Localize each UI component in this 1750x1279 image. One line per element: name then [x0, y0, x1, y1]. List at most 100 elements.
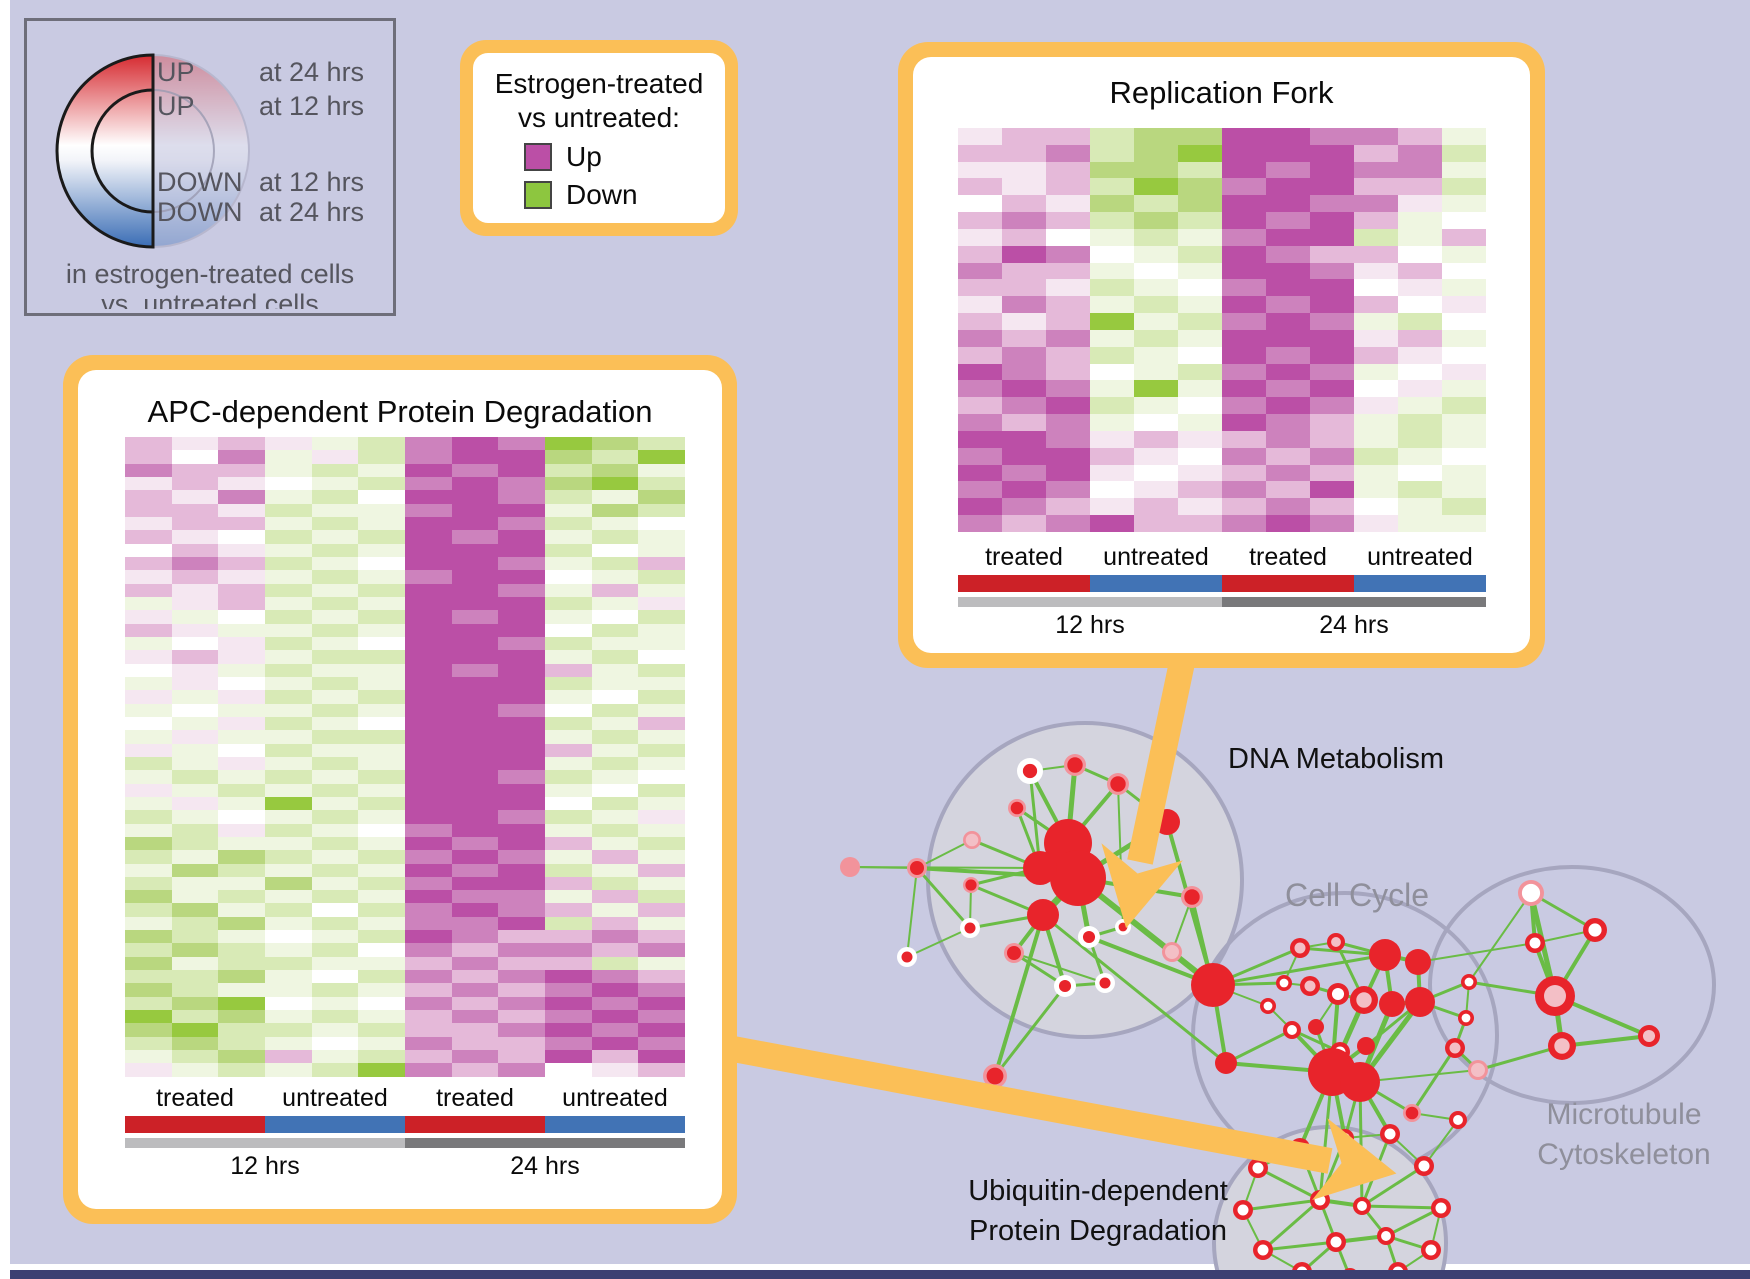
heatmap-cell	[638, 503, 686, 517]
heatmap-cell	[358, 583, 406, 597]
heatmap-cell	[498, 916, 546, 931]
heatmap-cell	[218, 556, 266, 571]
heatmap-cell	[1310, 313, 1354, 330]
network-node	[1377, 1227, 1395, 1245]
heatmap-cell	[405, 596, 452, 611]
heatmap-cell	[1090, 380, 1134, 398]
heatmap-cell	[358, 570, 406, 584]
heatmap-cell	[545, 903, 592, 917]
heatmap-cell	[591, 743, 639, 757]
heatmap-cell	[265, 770, 312, 784]
heatmap-cell	[1222, 346, 1266, 364]
heatmap-cell	[1222, 363, 1266, 381]
heatmap-cell	[358, 1063, 406, 1077]
heatmap-cell	[498, 970, 546, 984]
heatmap-cell	[405, 716, 452, 731]
heatmap-cell	[545, 1063, 592, 1077]
heatmap-cell	[545, 836, 592, 851]
network-node	[1308, 1019, 1324, 1035]
heatmap-cell	[1178, 245, 1222, 263]
heatmap-row	[125, 916, 686, 931]
heatmap-cell	[451, 676, 499, 691]
heatmap-cell	[958, 128, 1002, 145]
heatmap-cell	[171, 503, 219, 517]
heatmap-cell	[171, 996, 219, 1011]
heatmap-cell	[1134, 515, 1178, 532]
heatmap-cell	[1398, 363, 1442, 381]
heatmap-cell	[1002, 430, 1046, 448]
heatmap-cell	[498, 583, 546, 597]
group-label: untreated	[282, 1084, 388, 1112]
heatmap-cell	[265, 823, 312, 837]
heatmap-row	[125, 1036, 686, 1051]
heatmap-cell	[265, 570, 312, 584]
heatmap-cell	[498, 676, 546, 691]
heatmap-cell	[311, 490, 359, 504]
heatmap-cell	[1354, 313, 1398, 330]
heatmap-cell	[311, 743, 359, 757]
heatmap-cell	[125, 476, 172, 491]
heatmap-cell	[218, 916, 266, 931]
heatmap-cell	[591, 783, 639, 797]
heatmap-cell	[125, 650, 172, 664]
heatmap-cell	[1442, 363, 1486, 381]
network-edge	[993, 984, 1067, 1078]
arrow-apc-to-ubiquitin	[725, 1035, 1397, 1200]
heatmap-cell	[1266, 329, 1310, 347]
heatmap-cell	[498, 903, 546, 917]
heatmap-cell	[405, 663, 452, 677]
heatmap-row	[125, 543, 686, 557]
heatmap-cell	[1002, 498, 1046, 516]
heatmap-cell	[171, 930, 219, 944]
heatmap-cell	[1222, 515, 1266, 532]
heatmap-cell	[358, 956, 406, 971]
heatmap-cell	[545, 956, 592, 971]
heatmap-cell	[498, 836, 546, 851]
heatmap-cell	[311, 970, 359, 984]
heatmap-cell	[451, 916, 499, 931]
heatmap-cell	[265, 530, 312, 544]
heatmap-cell	[1442, 228, 1486, 246]
heatmap-row	[125, 823, 686, 837]
heatmap-cell	[638, 756, 686, 771]
heatmap-cell	[311, 783, 359, 797]
heatmap-cell	[1310, 245, 1354, 263]
condition-bar-segment	[545, 1116, 685, 1133]
heatmap-cell	[1046, 228, 1090, 246]
heatmap-cell	[1354, 447, 1398, 465]
heatmap-cell	[265, 636, 312, 651]
heatmap-cell	[311, 623, 359, 637]
heatmap-cell	[545, 823, 592, 837]
ring-legend-note: in estrogen-treated cells	[66, 259, 354, 289]
heatmap-cell	[638, 476, 686, 491]
heatmap-cell	[311, 930, 359, 944]
heatmap-cell	[1046, 414, 1090, 431]
network-node	[1327, 933, 1345, 951]
heatmap-cell	[958, 296, 1002, 314]
heatmap-cell	[1002, 128, 1046, 145]
heatmap-cell	[358, 996, 406, 1011]
heatmap-cell	[958, 313, 1002, 330]
heatmap-cell	[1310, 430, 1354, 448]
apc-group-labels: treated untreated treated untreated	[125, 1084, 685, 1113]
heatmap-cell	[1354, 498, 1398, 516]
heatmap-cell	[498, 863, 546, 877]
heatmap-cell	[1442, 178, 1486, 196]
heatmap-cell	[1398, 262, 1442, 280]
heatmap-cell	[405, 996, 452, 1011]
heatmap-cell	[638, 1063, 686, 1077]
heatmap-cell	[311, 503, 359, 517]
heatmap-cell	[1398, 430, 1442, 448]
heatmap-cell	[498, 943, 546, 957]
heatmap-cell	[405, 943, 452, 957]
updown-legend-title: Estrogen-treated vs untreated:	[495, 67, 704, 135]
heatmap-row	[958, 346, 1486, 364]
heatmap-cell	[451, 1036, 499, 1051]
heatmap-row	[125, 503, 686, 517]
network-node	[983, 1064, 1007, 1088]
heatmap-cell	[1398, 414, 1442, 431]
heatmap-cell	[1266, 414, 1310, 431]
heatmap-cell	[1002, 212, 1046, 229]
heatmap-cell	[1266, 481, 1310, 499]
heatmap-cell	[1134, 161, 1178, 179]
